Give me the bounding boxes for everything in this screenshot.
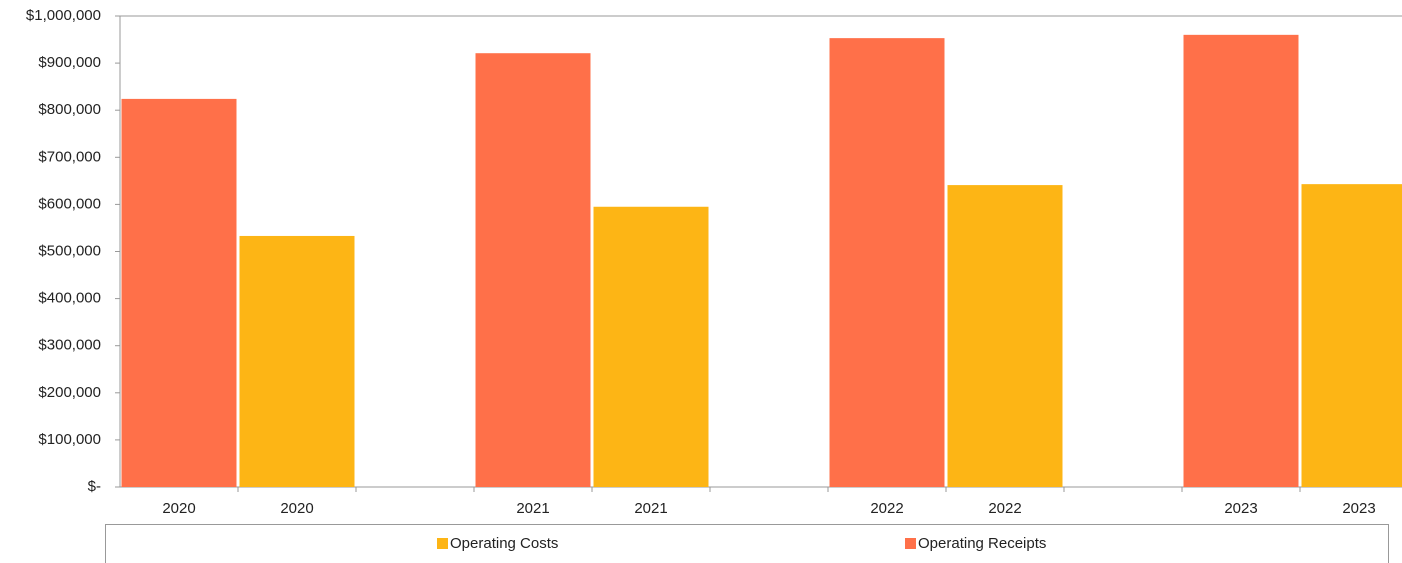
legend-box <box>105 524 1389 563</box>
bar <box>1183 34 1299 488</box>
y-tick-label: $900,000 <box>38 54 101 71</box>
y-tick-label: $600,000 <box>38 195 101 212</box>
y-tick-label: $500,000 <box>38 242 101 259</box>
x-tick-label: 2020 <box>280 500 313 517</box>
legend-swatch <box>437 538 448 549</box>
bar <box>239 235 355 487</box>
bar <box>121 98 237 488</box>
x-tick-label: 2022 <box>988 500 1021 517</box>
bar <box>1301 184 1402 487</box>
x-tick-label: 2020 <box>162 500 195 517</box>
x-tick-label: 2021 <box>516 500 549 517</box>
y-tick-label: $800,000 <box>38 101 101 118</box>
x-tick-label: 2022 <box>870 500 903 517</box>
legend-swatch <box>905 538 916 549</box>
y-tick-label: $100,000 <box>38 431 101 448</box>
y-tick-label: $200,000 <box>38 384 101 401</box>
x-tick-label: 2023 <box>1224 500 1257 517</box>
y-tick-label: $300,000 <box>38 337 101 354</box>
y-tick-label: $400,000 <box>38 290 101 307</box>
y-tick-label: $- <box>88 478 101 495</box>
legend-label: Operating Costs <box>450 535 558 552</box>
bar <box>829 38 945 488</box>
x-tick-label: 2021 <box>634 500 667 517</box>
y-tick-label: $1,000,000 <box>26 7 101 24</box>
x-tick-label: 2023 <box>1342 500 1375 517</box>
legend-label: Operating Receipts <box>918 535 1046 552</box>
bar <box>593 206 709 487</box>
bar <box>947 185 1063 488</box>
bar <box>475 53 591 488</box>
y-tick-label: $700,000 <box>38 148 101 165</box>
